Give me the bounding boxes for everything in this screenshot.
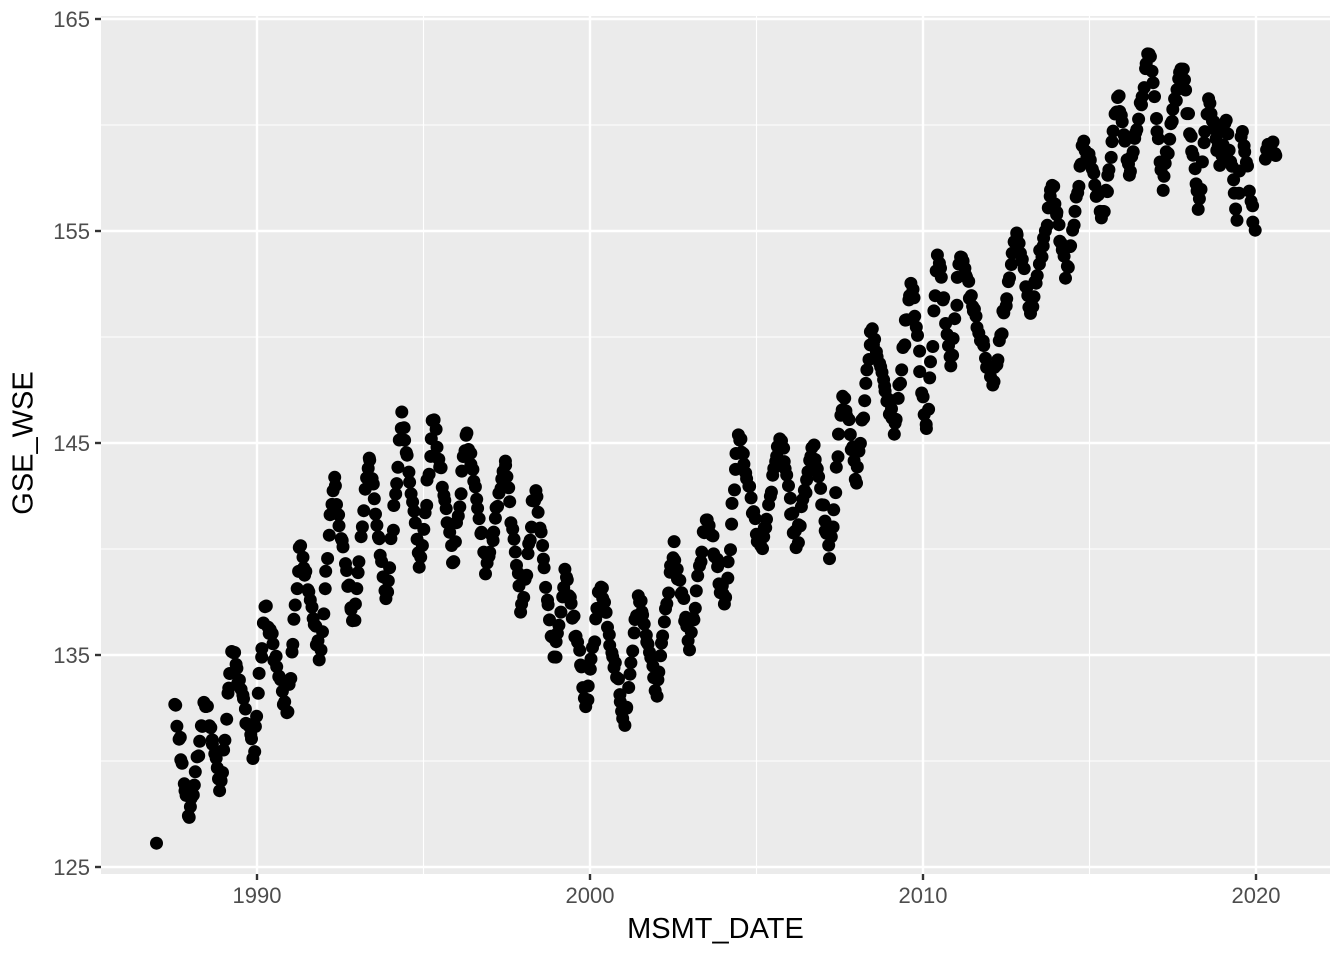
plot-panel: [101, 16, 1330, 874]
y-tick-label: 145: [53, 431, 90, 456]
axis-tick-marks: [95, 17, 1258, 880]
y-tick-label: 155: [53, 219, 90, 244]
y-axis-title: GSE_WSE: [7, 371, 40, 515]
y-tick-label: 135: [53, 643, 90, 668]
x-tick-label: 2000: [566, 883, 615, 908]
x-tick-labels: 1990 2000 2010 2020: [233, 883, 1281, 908]
data-points: [150, 47, 1283, 850]
x-tick-label: 1990: [233, 883, 282, 908]
x-tick-label: 2010: [899, 883, 948, 908]
y-tick-label: 165: [53, 7, 90, 32]
major-gridlines: [101, 16, 1330, 874]
y-tick-label: 125: [53, 855, 90, 880]
x-tick-label: 2020: [1232, 883, 1281, 908]
y-tick-labels: 125 135 145 155 165: [53, 7, 90, 880]
x-axis-title: MSMT_DATE: [627, 913, 804, 945]
